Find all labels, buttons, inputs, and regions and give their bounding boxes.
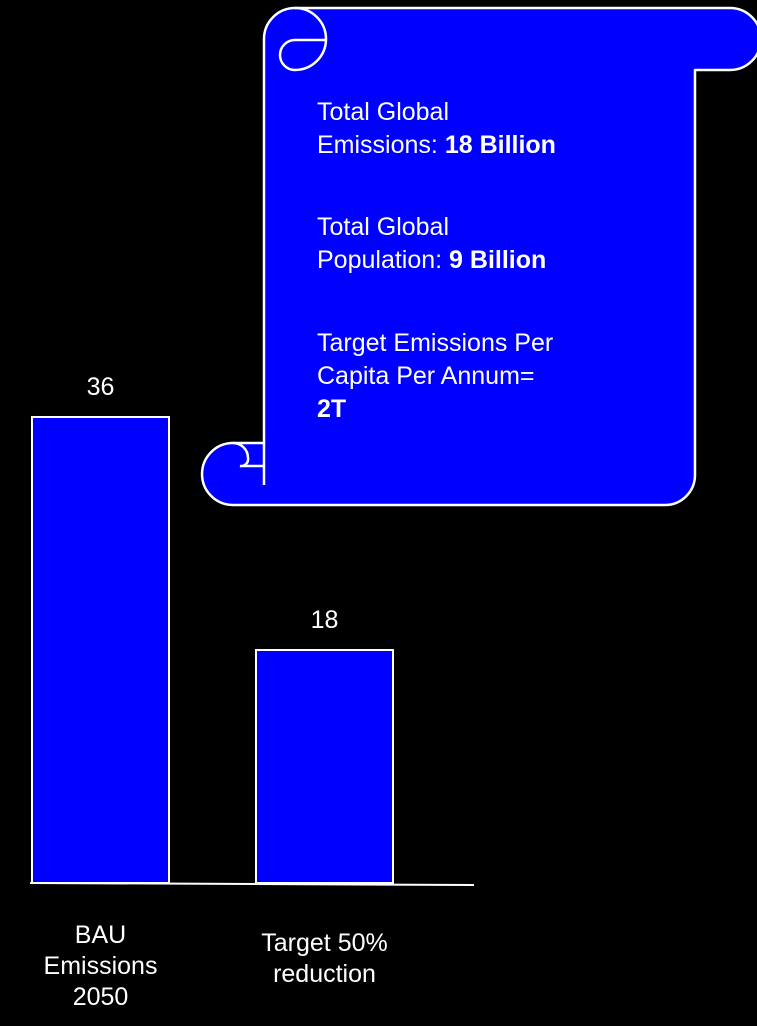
callout-line: Capita Per Annum= <box>317 362 535 390</box>
bar-2 <box>255 649 394 884</box>
callout-text-emissions: Total Global Emissions: 18 Billion <box>317 96 677 162</box>
category-label-line: reduction <box>273 960 376 988</box>
callout-line: Population: 9 Billion <box>317 244 677 277</box>
data-label-2: 18 <box>311 606 339 634</box>
bars-layer: 36 18 <box>31 373 394 884</box>
bar-1 <box>31 416 170 884</box>
callout-label: Population: <box>317 246 450 274</box>
callout-line: Total Global <box>317 98 450 126</box>
callout-line: Target Emissions Per <box>317 329 554 357</box>
callout-line: Total Global <box>317 213 450 241</box>
scroll-top-curl <box>278 6 328 72</box>
category-label-1: BAU Emissions 2050 <box>21 920 181 1013</box>
callout-value-population: 9 Billion <box>449 246 547 274</box>
category-label-line: 2050 <box>72 983 129 1011</box>
category-label-line: Target 50% <box>261 929 388 957</box>
category-label-line: BAU <box>74 921 127 949</box>
callout-value-emissions: 18 Billion <box>444 131 556 159</box>
callout-label: Emissions: <box>317 131 445 159</box>
callout-text-target: Target Emissions Per Capita Per Annum= 2… <box>317 327 677 426</box>
category-label-2: Target 50% reduction <box>245 928 405 990</box>
callout-value-target: 2T <box>317 395 347 423</box>
data-label-1: 36 <box>87 373 115 401</box>
callout-line: Emissions: 18 Billion <box>317 129 677 162</box>
callout-text-population: Total Global Population: 9 Billion <box>317 211 677 277</box>
scroll-callout <box>200 6 757 507</box>
baseline-axis <box>29 882 475 886</box>
category-label-line: Emissions <box>43 952 158 980</box>
scroll-body <box>200 6 757 507</box>
callout-line: 2T <box>317 393 677 426</box>
scroll-bottom-curl <box>232 441 266 485</box>
